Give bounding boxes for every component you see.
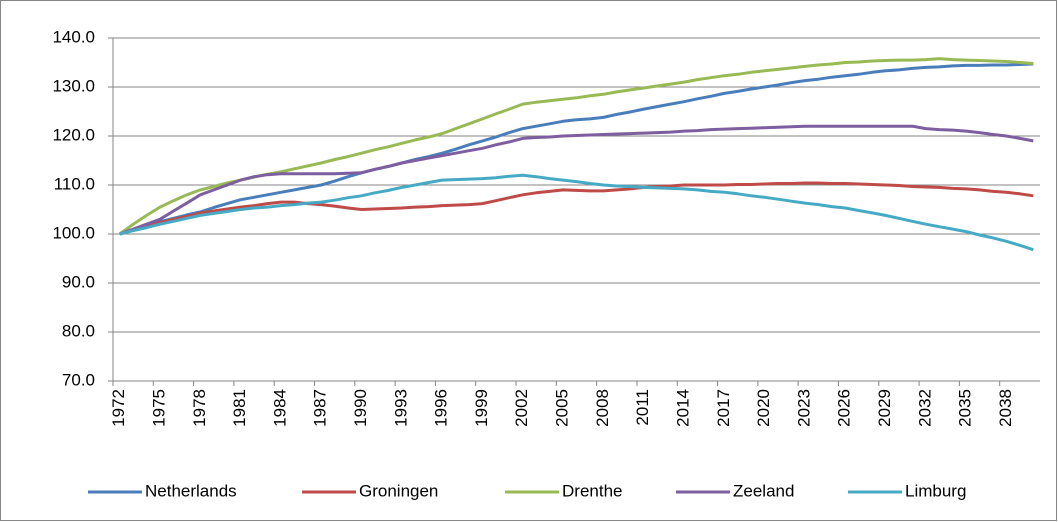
legend-label: Groningen: [359, 481, 438, 500]
x-tick-label: 1981: [230, 389, 249, 427]
y-tick-label: 80.0: [62, 321, 95, 340]
x-tick-label: 1990: [351, 389, 370, 427]
legend-label: Netherlands: [145, 481, 237, 500]
y-tick-label: 90.0: [62, 272, 95, 291]
x-tick-label: 2011: [633, 389, 652, 426]
x-tick-label: 1972: [109, 389, 128, 427]
x-tick-label: 2026: [835, 389, 854, 427]
y-tick-label: 130.0: [52, 76, 95, 95]
x-tick-label: 1978: [190, 389, 209, 427]
legend-label: Limburg: [905, 481, 966, 500]
y-tick-label: 100.0: [52, 223, 95, 242]
y-tick-label: 140.0: [52, 27, 95, 46]
x-tick-label: 1984: [270, 389, 289, 427]
legend-label: Zeeland: [733, 481, 794, 500]
x-tick-label: 2005: [553, 389, 572, 427]
y-tick-label: 110.0: [54, 174, 95, 193]
x-tick-label: 2017: [714, 389, 733, 427]
series-line: [119, 62, 1034, 236]
x-tick-label: 1999: [472, 389, 491, 427]
x-tick-label: 2038: [996, 389, 1015, 427]
y-tick-label: 120.0: [52, 125, 95, 144]
series-line: [119, 173, 1034, 252]
y-tick-label: 70.0: [62, 370, 95, 389]
x-tick-label: 2032: [915, 389, 934, 427]
x-tick-label: 2002: [512, 389, 531, 427]
x-tick-label: 2029: [875, 389, 894, 427]
series-line: [119, 181, 1034, 236]
series-line: [119, 124, 1034, 236]
legend-label: Drenthe: [562, 481, 622, 500]
x-tick-label: 2020: [754, 389, 773, 427]
x-tick-label: 1987: [311, 389, 330, 427]
x-tick-label: 1975: [150, 389, 169, 427]
x-tick-label: 2035: [956, 389, 975, 427]
x-tick-label: 2008: [593, 389, 612, 427]
x-tick-label: 1993: [391, 389, 410, 427]
x-tick-label: 1996: [432, 389, 451, 427]
x-tick-label: 2023: [794, 389, 813, 427]
x-tick-label: 2014: [673, 389, 692, 427]
